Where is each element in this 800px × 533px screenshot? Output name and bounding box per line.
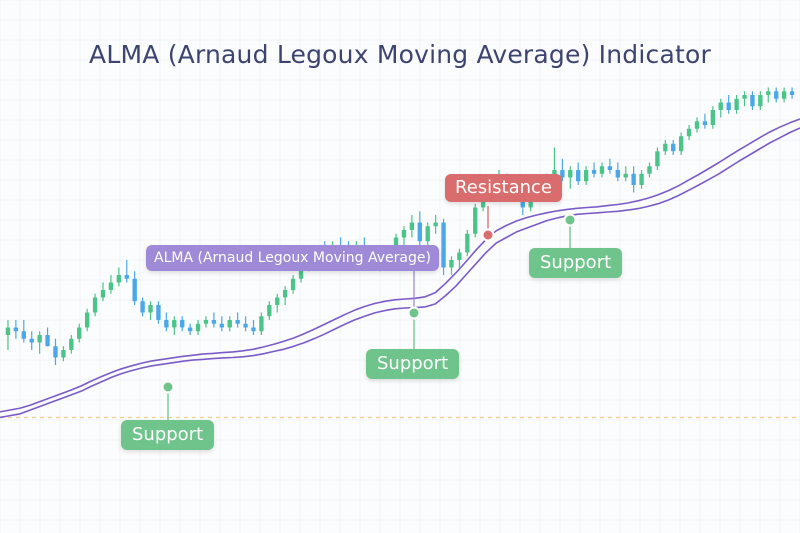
candle-body: [69, 338, 74, 350]
candle-body: [465, 233, 470, 253]
candle-body: [243, 323, 248, 328]
alma-line-2: [0, 118, 800, 413]
support-marker-3: [563, 213, 577, 227]
support-callout-1: Support: [121, 420, 215, 450]
candle-body: [734, 98, 739, 110]
alma-label-callout: ALMA (Arnaud Legoux Moving Average): [146, 245, 439, 271]
candle-body: [718, 102, 723, 110]
candle-body: [607, 166, 613, 170]
candle-body: [615, 170, 620, 178]
candle-body: [425, 226, 430, 242]
candle-body: [92, 297, 98, 313]
candle-body: [203, 320, 209, 324]
support-marker-2: [407, 306, 421, 320]
candle-body: [195, 323, 201, 332]
support-callout-2: Support: [366, 349, 460, 379]
candle-body: [211, 320, 217, 324]
alma-lines: [0, 118, 800, 419]
candle-body: [13, 327, 19, 332]
candle-body: [560, 170, 565, 178]
candle-body: [750, 95, 755, 107]
candle-body: [124, 275, 129, 279]
candle-body: [710, 110, 716, 125]
candle-body: [53, 346, 58, 358]
candle-body: [156, 305, 161, 320]
candle-body: [259, 316, 264, 332]
candle-body: [267, 305, 272, 317]
candles: [5, 87, 795, 365]
candle-body: [789, 91, 795, 95]
candle-body: [583, 170, 589, 182]
callout-leaders: [167, 206, 571, 420]
candle-body: [457, 252, 462, 260]
candle-body: [172, 320, 177, 328]
candle-body: [417, 222, 422, 242]
candle-body: [100, 290, 106, 298]
candle-body: [116, 275, 122, 283]
candle-body: [623, 173, 628, 178]
candle-body: [599, 166, 605, 174]
candle-body: [84, 312, 90, 328]
resistance-callout: Resistance: [445, 174, 562, 202]
candle-body: [766, 91, 771, 95]
candle-body: [164, 320, 169, 328]
candle-body: [742, 95, 747, 99]
candle-body: [774, 91, 779, 99]
candle-body: [433, 222, 438, 227]
candle-body: [140, 301, 145, 313]
candle-body: [148, 305, 153, 313]
candle-body: [694, 121, 700, 129]
candle-body: [282, 290, 288, 298]
chart-title: ALMA (Arnaud Legoux Moving Average) Indi…: [89, 40, 711, 69]
support-marker-1: [161, 380, 175, 394]
candle-body: [639, 173, 644, 185]
candle-body: [61, 350, 66, 358]
candle-body: [132, 278, 137, 302]
candle-body: [401, 230, 407, 238]
alma-line-1: [0, 127, 800, 419]
candle-body: [758, 95, 763, 107]
candle-body: [568, 170, 573, 178]
candle-body: [187, 327, 193, 332]
candle-body: [631, 173, 636, 185]
resistance-marker: [481, 228, 495, 242]
candle-body: [5, 327, 11, 335]
candle-body: [591, 170, 597, 174]
candle-body: [473, 207, 478, 234]
candle-body: [441, 222, 446, 268]
candle-body: [576, 170, 581, 182]
candle-body: [251, 327, 256, 332]
candle-body: [21, 331, 26, 339]
candle-body: [702, 121, 708, 125]
candle-body: [37, 335, 42, 343]
candle-body: [227, 320, 232, 328]
candle-body: [726, 102, 731, 110]
candle-body: [647, 166, 652, 174]
candle-body: [781, 91, 787, 99]
candle-body: [663, 143, 668, 152]
candle-body: [678, 136, 684, 152]
candle-body: [290, 278, 296, 290]
candle-body: [275, 297, 280, 305]
candle-body: [77, 327, 82, 339]
candle-body: [671, 143, 676, 152]
candle-body: [219, 323, 224, 328]
candle-body: [235, 320, 240, 324]
callout-markers: [161, 213, 577, 394]
candle-body: [686, 128, 692, 137]
candle-body: [45, 335, 50, 347]
candle-body: [409, 222, 415, 230]
candle-body: [180, 320, 185, 328]
candle-body: [108, 282, 114, 290]
candle-body: [29, 338, 34, 343]
support-callout-3: Support: [529, 248, 623, 278]
candle-body: [655, 151, 660, 167]
candle-body: [449, 260, 454, 268]
